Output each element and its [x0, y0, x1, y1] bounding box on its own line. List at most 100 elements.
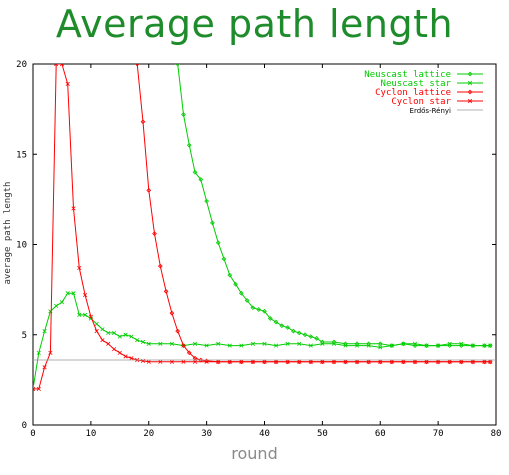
- data-point-neuscast-star: [94, 321, 99, 327]
- data-point-neuscast-lattice: [296, 330, 302, 336]
- y-tick-label: 20: [16, 60, 27, 70]
- data-point-cyclon-star: [158, 359, 163, 364]
- data-point-cyclon-lattice: [331, 359, 337, 365]
- data-point-neuscast-lattice: [186, 142, 192, 148]
- data-point-neuscast-star: [100, 327, 105, 332]
- data-point-cyclon-star: [83, 292, 88, 298]
- data-point-cyclon-star: [285, 359, 290, 364]
- data-point-neuscast-lattice: [302, 332, 308, 338]
- data-point-neuscast-star: [123, 332, 128, 337]
- data-point-cyclon-star: [308, 359, 313, 364]
- data-point-cyclon-lattice: [238, 359, 244, 365]
- data-point-neuscast-lattice: [256, 307, 262, 312]
- data-point-neuscast-lattice: [482, 343, 487, 348]
- data-point-cyclon-star: [262, 359, 267, 364]
- x-axis-label: round: [231, 444, 278, 463]
- data-point-neuscast-lattice: [291, 328, 296, 334]
- data-point-cyclon-star: [412, 359, 418, 364]
- data-point-cyclon-star: [100, 338, 105, 343]
- data-point-neuscast-star: [401, 341, 406, 346]
- data-point-cyclon-star: [88, 314, 93, 319]
- y-tick-label: 15: [16, 150, 27, 160]
- legend-label-neuscast-star: Neuscast star: [381, 79, 452, 89]
- data-point-neuscast-star: [71, 291, 76, 296]
- data-point-neuscast-lattice: [181, 112, 186, 117]
- chart-title: Average path length: [55, 2, 454, 46]
- y-tick-label: 0: [22, 421, 27, 431]
- data-point-cyclon-star: [192, 359, 198, 364]
- data-point-neuscast-lattice: [267, 316, 273, 321]
- data-point-cyclon-star: [94, 329, 99, 334]
- data-point-neuscast-lattice: [285, 325, 291, 330]
- data-point-cyclon-star: [129, 356, 134, 361]
- data-point-neuscast-star: [320, 341, 325, 346]
- data-point-neuscast-star: [54, 303, 59, 308]
- data-point-neuscast-lattice: [279, 323, 285, 329]
- data-point-neuscast-star: [262, 341, 267, 346]
- data-point-cyclon-lattice: [366, 359, 372, 365]
- data-point-cyclon-lattice: [186, 350, 192, 356]
- data-point-neuscast-star: [36, 350, 41, 355]
- data-point-neuscast-star: [106, 330, 111, 336]
- legend-label-neuscast-lattice: Neuscast lattice: [364, 70, 451, 80]
- data-point-neuscast-lattice: [175, 64, 181, 67]
- data-point-neuscast-star: [216, 341, 221, 346]
- data-point-neuscast-star: [65, 291, 70, 296]
- data-point-cyclon-lattice: [163, 289, 169, 294]
- data-point-cyclon-lattice: [152, 231, 157, 237]
- data-point-neuscast-lattice: [198, 177, 204, 182]
- data-point-neuscast-lattice: [377, 341, 383, 347]
- data-point-neuscast-star: [389, 343, 394, 348]
- data-point-cyclon-star: [297, 359, 302, 364]
- data-point-cyclon-star: [389, 359, 394, 364]
- data-point-neuscast-lattice: [273, 319, 279, 325]
- x-tick-label: 80: [491, 429, 502, 439]
- data-point-neuscast-star: [59, 300, 65, 305]
- data-point-cyclon-lattice: [227, 359, 233, 365]
- data-point-neuscast-star: [250, 341, 256, 346]
- data-point-cyclon-lattice: [470, 359, 476, 365]
- data-point-cyclon-lattice: [343, 359, 348, 365]
- data-point-neuscast-star: [424, 343, 429, 348]
- data-point-cyclon-lattice: [482, 359, 487, 365]
- data-point-cyclon-lattice: [285, 359, 291, 365]
- data-point-cyclon-lattice: [401, 359, 406, 365]
- data-point-cyclon-star: [366, 359, 371, 364]
- x-tick-label: 60: [375, 429, 386, 439]
- y-tick-label: 5: [22, 331, 27, 341]
- data-point-cyclon-lattice: [157, 263, 163, 269]
- data-point-cyclon-lattice: [215, 359, 221, 365]
- data-point-neuscast-star: [285, 341, 290, 346]
- data-point-cyclon-lattice: [250, 359, 256, 365]
- data-point-cyclon-star: [470, 359, 475, 364]
- data-point-neuscast-star: [42, 329, 47, 334]
- data-point-cyclon-lattice: [169, 310, 175, 316]
- data-point-neuscast-lattice: [308, 334, 314, 339]
- x-tick-label: 30: [201, 429, 212, 439]
- series-line-neuscast-lattice: [177, 64, 491, 347]
- x-tick-label: 0: [30, 429, 35, 439]
- data-point-cyclon-star: [106, 341, 111, 346]
- data-point-neuscast-star: [412, 341, 418, 346]
- data-point-cyclon-star: [169, 359, 174, 364]
- data-point-cyclon-lattice: [424, 359, 429, 365]
- data-point-neuscast-lattice: [192, 169, 198, 175]
- data-point-neuscast-star: [77, 312, 82, 317]
- data-point-cyclon-star: [77, 265, 82, 271]
- data-point-neuscast-star: [378, 345, 383, 350]
- x-tick-label: 70: [433, 429, 444, 439]
- data-point-neuscast-star: [482, 343, 487, 348]
- data-point-neuscast-star: [459, 341, 464, 346]
- data-point-cyclon-star: [250, 359, 256, 364]
- data-point-cyclon-lattice: [447, 359, 453, 365]
- data-point-neuscast-star: [343, 343, 348, 348]
- data-point-cyclon-star: [459, 359, 464, 364]
- data-point-neuscast-star: [111, 330, 117, 336]
- data-point-neuscast-star: [447, 341, 452, 346]
- data-point-neuscast-star: [273, 343, 279, 348]
- data-point-neuscast-star: [158, 341, 163, 346]
- data-point-cyclon-star: [331, 359, 337, 364]
- data-point-neuscast-lattice: [221, 256, 227, 262]
- data-point-cyclon-lattice: [296, 359, 302, 365]
- data-point-neuscast-star: [192, 341, 198, 346]
